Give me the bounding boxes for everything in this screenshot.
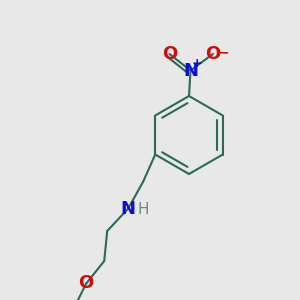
Text: −: − — [218, 46, 229, 59]
Text: N: N — [183, 61, 198, 80]
Text: +: + — [192, 57, 203, 70]
Text: H: H — [137, 202, 149, 217]
Text: O: O — [206, 45, 220, 63]
Text: O: O — [162, 45, 177, 63]
Text: N: N — [121, 200, 136, 217]
Text: O: O — [79, 274, 94, 292]
